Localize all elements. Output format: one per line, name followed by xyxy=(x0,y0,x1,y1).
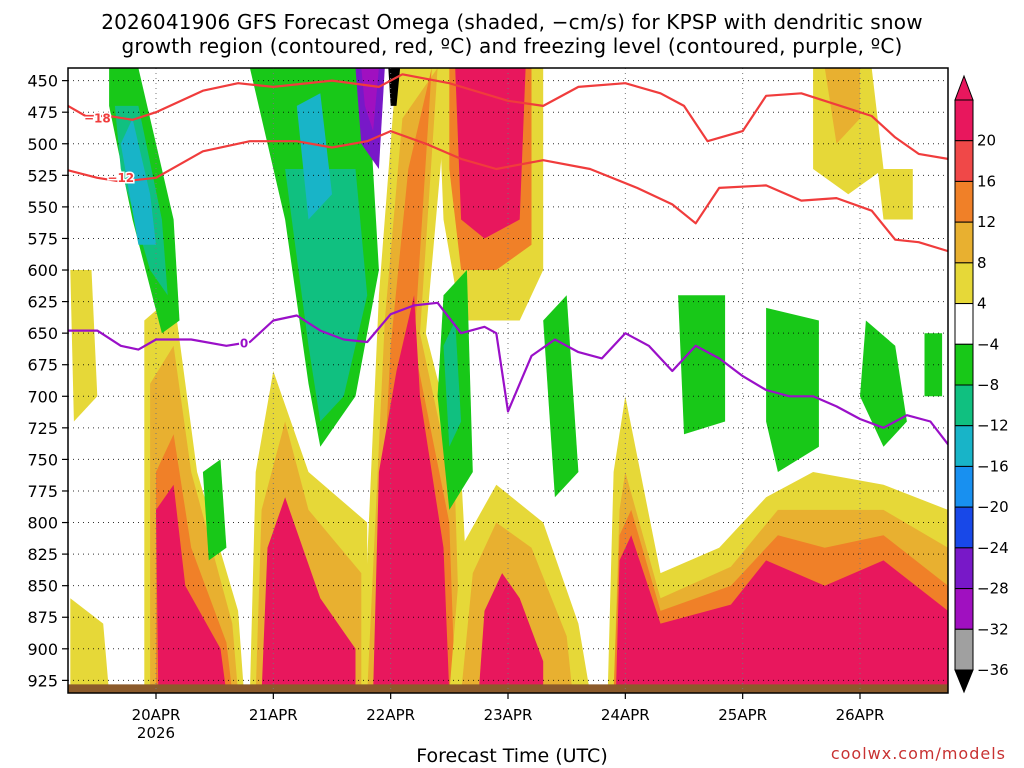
y-tick-label-925: 925 xyxy=(27,671,58,690)
dendritic-contour-1 xyxy=(68,130,948,253)
y-tick-label-625: 625 xyxy=(27,293,58,312)
omega-region-36 xyxy=(678,295,726,435)
colorbar-bin-1 xyxy=(954,140,974,182)
y-tick-label-500: 500 xyxy=(27,135,58,154)
omega-region-35 xyxy=(543,295,579,498)
colorbar-bin-7 xyxy=(954,384,974,427)
y-tick-label-475: 475 xyxy=(27,103,58,122)
colorbar-label-1: 16 xyxy=(977,172,996,190)
colorbar-label-2: 12 xyxy=(977,213,996,231)
colorbar-bin-12 xyxy=(954,588,974,630)
y-tick-label-675: 675 xyxy=(27,356,58,375)
freezing-level-label: 0 xyxy=(240,336,248,350)
y-tick-label-875: 875 xyxy=(27,608,58,627)
x-tick-label-23APR: 23APR xyxy=(484,706,533,724)
y-tick-label-650: 650 xyxy=(27,324,58,343)
y-tick-label-450: 450 xyxy=(27,72,58,91)
colorbar-top-arrow xyxy=(954,74,974,101)
omega-region-3 xyxy=(156,484,227,693)
colorbar-label-8: −16 xyxy=(977,457,1009,475)
colorbar-bin-4 xyxy=(954,262,974,305)
colorbar-label-11: −28 xyxy=(977,580,1009,598)
y-tick-label-750: 750 xyxy=(27,450,58,469)
y-tick-label-525: 525 xyxy=(27,166,58,185)
chart-title-line-1: 2026041906 GFS Forecast Omega (shaded, −… xyxy=(101,10,923,34)
freezing-level-contour xyxy=(68,301,948,445)
grid-lines xyxy=(68,68,948,693)
omega-region-10 xyxy=(373,295,450,693)
x-tick-label-26APR: 26APR xyxy=(836,706,885,724)
y-tick-label-550: 550 xyxy=(27,198,58,217)
y-tick-label-900: 900 xyxy=(27,640,58,659)
colorbar-bin-11 xyxy=(954,547,974,590)
dendritic-contour-label-1: −12 xyxy=(107,171,134,185)
omega-region-23 xyxy=(877,169,913,220)
y-tick-label-850: 850 xyxy=(27,577,58,596)
colorbar-label-6: −8 xyxy=(977,376,999,394)
omega-region-38 xyxy=(860,320,907,447)
omega-region-37 xyxy=(766,307,819,472)
x-tick-sublabel-20APR: 2026 xyxy=(137,724,175,742)
colorbar-label-7: −12 xyxy=(977,417,1009,435)
colorbar-bin-13 xyxy=(954,628,974,671)
site-credit: coolwx.com/models xyxy=(830,744,1006,763)
colorbar-bin-2 xyxy=(954,180,974,223)
colorbar-label-5: −4 xyxy=(977,335,999,353)
omega-region-39 xyxy=(202,459,227,561)
dendritic-contour-label-0: −18 xyxy=(84,112,111,126)
colorbar-bin-9 xyxy=(954,465,974,508)
y-tick-label-600: 600 xyxy=(27,261,58,280)
colorbar-label-10: −24 xyxy=(977,539,1009,557)
y-tick-label-775: 775 xyxy=(27,482,58,501)
colorbar-bin-0 xyxy=(954,99,974,142)
omega-region-20 xyxy=(615,535,948,693)
omega-region-29 xyxy=(296,93,332,220)
colorbar-label-9: −20 xyxy=(977,498,1009,516)
x-tick-label-24APR: 24APR xyxy=(601,706,650,724)
chart-title-line-2: growth region (contoured, red, ºC) and f… xyxy=(121,34,903,58)
pressure-axis: 450 475 500 525 550 575 600 625 650 675 700 725 750 7… xyxy=(27,72,68,690)
colorbar-bin-8 xyxy=(954,425,974,467)
omega-region-42 xyxy=(70,598,110,693)
y-tick-label-575: 575 xyxy=(27,229,58,248)
x-tick-label-20APR: 20APR xyxy=(132,706,181,724)
colorbar-bin-6 xyxy=(954,343,974,386)
omega-region-31 xyxy=(361,68,379,132)
colorbar-bin-5 xyxy=(954,303,974,345)
y-tick-label-825: 825 xyxy=(27,545,58,564)
omega-region-28 xyxy=(285,169,368,422)
omega-colorbar: 20 16 12 8 4 −4 −8 −12 −16 −20 −24 −28 −32 −36 xyxy=(954,74,1009,694)
y-tick-label-800: 800 xyxy=(27,514,58,533)
omega-shading xyxy=(70,68,948,693)
colorbar-label-0: 20 xyxy=(977,132,996,150)
y-tick-label-700: 700 xyxy=(27,387,58,406)
colorbar-label-13: −36 xyxy=(977,661,1009,679)
omega-region-26 xyxy=(120,118,156,245)
omega-region-34 xyxy=(443,320,462,447)
omega-region-6 xyxy=(261,497,356,693)
colorbar-label-3: 8 xyxy=(977,254,987,272)
omega-region-13 xyxy=(455,68,526,239)
x-tick-label-25APR: 25APR xyxy=(718,706,767,724)
y-tick-label-725: 725 xyxy=(27,419,58,438)
contour-lines: −18 −12 0 xyxy=(68,73,948,445)
x-tick-label-22APR: 22APR xyxy=(366,706,415,724)
x-axis-title: Forecast Time (UTC) xyxy=(416,745,608,767)
colorbar-bin-3 xyxy=(954,221,974,264)
colorbar-label-12: −32 xyxy=(977,620,1009,638)
dendritic-contour-0 xyxy=(68,73,948,160)
omega-region-41 xyxy=(70,270,98,422)
x-tick-label-21APR: 21APR xyxy=(249,706,298,724)
colorbar-bottom-arrow xyxy=(954,669,974,694)
colorbar-label-4: 4 xyxy=(977,295,987,313)
colorbar-bin-10 xyxy=(954,506,974,549)
omega-region-16 xyxy=(478,573,544,693)
